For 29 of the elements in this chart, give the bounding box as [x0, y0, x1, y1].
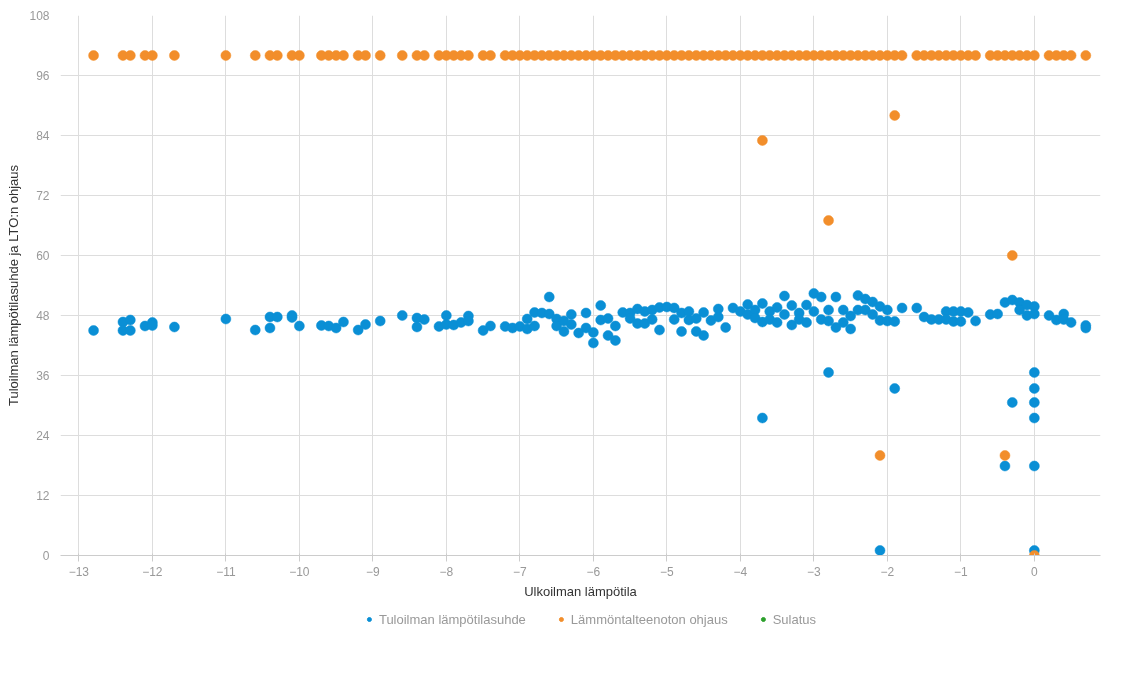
y-tick-label: 60 [36, 249, 50, 263]
legend-label: Sulatus [772, 611, 817, 627]
x-tick-label: −13 [68, 564, 90, 579]
y-axis-title: Tuloilman lämpötilasuhde ja LTO:n ohjaus [6, 164, 22, 407]
y-tick-label: 24 [36, 429, 50, 443]
x-tick-label: −7 [513, 564, 528, 579]
x-tick-label: −9 [366, 564, 381, 579]
x-tick-label: −10 [289, 564, 310, 579]
x-tick-label: −3 [807, 564, 822, 579]
y-tick-label: 36 [36, 369, 50, 383]
legend-label: Lämmöntalteenoton ohjaus [570, 611, 728, 627]
x-tick-label: −12 [142, 564, 163, 579]
x-tick-label: 0 [1031, 564, 1039, 579]
y-tick-label: 72 [36, 189, 50, 203]
y-tick-label: 48 [36, 309, 50, 323]
y-tick-label: 84 [36, 129, 50, 143]
y-tick-label: 96 [36, 69, 50, 83]
x-tick-label: −6 [586, 564, 601, 579]
x-tick-label: −8 [439, 564, 454, 579]
x-tick-label: −5 [660, 564, 675, 579]
x-axis-title: Ulkoilman lämpötila [524, 583, 638, 599]
x-tick-label: −2 [880, 564, 895, 579]
y-tick-label: 12 [36, 489, 50, 503]
x-tick-label: −11 [216, 564, 236, 579]
legend-label: Tuloilman lämpötilasuhde [378, 611, 526, 627]
x-tick-label: −4 [733, 564, 748, 579]
y-tick-label: 108 [29, 9, 50, 23]
y-tick-label: 0 [42, 549, 50, 563]
x-tick-label: −1 [954, 564, 969, 579]
